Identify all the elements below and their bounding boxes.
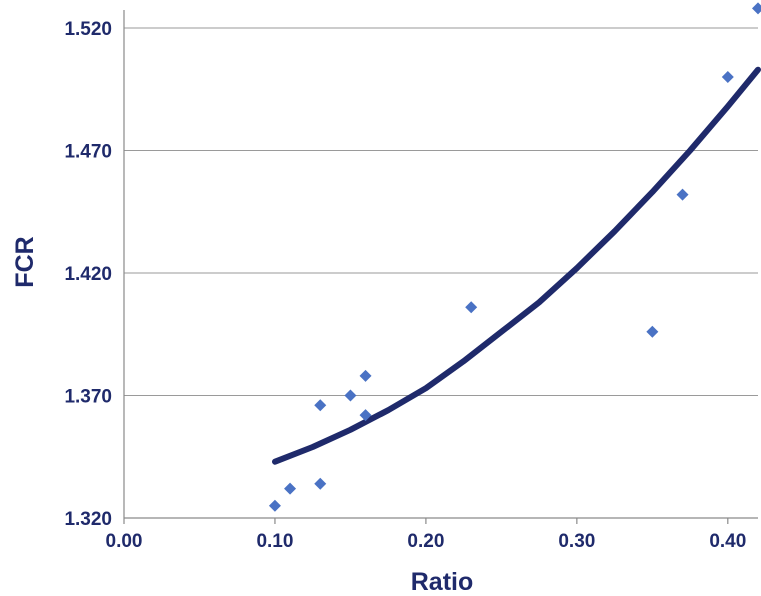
x-tick-label: 0.30 — [558, 531, 595, 552]
trendline-layer — [272, 66, 761, 465]
y-tick-label: 1.320 — [64, 509, 112, 530]
data-point — [752, 2, 761, 15]
axes — [123, 10, 758, 524]
data-point — [344, 389, 357, 402]
data-points — [268, 2, 761, 512]
data-point — [359, 369, 372, 382]
data-point — [465, 301, 478, 314]
data-point — [646, 325, 659, 338]
y-tick-label: 1.420 — [64, 264, 112, 285]
y-axis-title: FCR — [11, 236, 39, 287]
data-point — [721, 71, 734, 83]
x-tick-label: 0.40 — [709, 531, 746, 552]
data-point — [314, 399, 327, 412]
trendline — [272, 66, 761, 465]
gridlines — [124, 27, 758, 396]
data-point — [284, 482, 297, 495]
y-tick-label: 1.470 — [64, 142, 112, 163]
y-tick-label: 1.370 — [64, 387, 112, 408]
y-tick-label: 1.520 — [64, 19, 112, 40]
x-axis-title: Ratio — [411, 568, 474, 596]
data-point — [268, 499, 281, 512]
y-tick-labels: 1.320 1.370 1.420 1.470 1.520 — [64, 19, 112, 530]
x-tick-label: 0.20 — [407, 531, 444, 552]
data-point — [359, 409, 372, 422]
data-point — [676, 188, 689, 201]
x-tick-labels: 0.00 0.10 0.20 0.30 0.40 — [106, 531, 747, 552]
x-tick-label: 0.00 — [106, 531, 143, 552]
x-tick-label: 0.10 — [256, 531, 293, 552]
data-point — [314, 477, 327, 490]
